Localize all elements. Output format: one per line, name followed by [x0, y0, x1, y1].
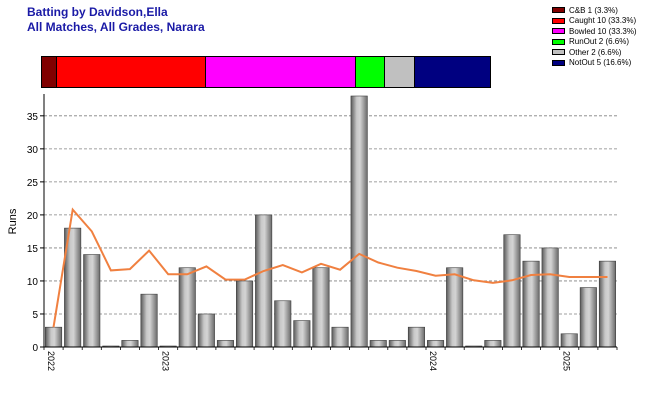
bar [216, 340, 234, 348]
legend-label: Bowled 10 (33.3%) [569, 26, 637, 36]
chart-subtitle: All Matches, All Grades, Narara [27, 20, 205, 34]
legend-swatch [552, 38, 565, 45]
legend-swatch [552, 28, 565, 35]
dismissal-segment [415, 57, 490, 87]
bar [140, 293, 158, 348]
bar [407, 326, 425, 348]
bar [312, 267, 330, 348]
legend-label: C&B 1 (3.3%) [569, 5, 618, 15]
legend-item: Other 2 (6.6%) [552, 47, 637, 58]
chart-title: Batting by Davidson,Ella [27, 5, 168, 19]
legend-swatch [552, 7, 565, 14]
legend-label: Other 2 (6.6%) [569, 47, 622, 57]
dismissal-segment [42, 57, 57, 87]
average-line [52, 207, 608, 328]
bar [598, 260, 616, 348]
y-tick-label: 35 [27, 112, 39, 123]
bar [388, 340, 406, 348]
y-tick-label: 10 [27, 277, 39, 288]
bar [331, 326, 349, 348]
y-axis-label: Runs [7, 208, 19, 234]
x-tick-label: 2023 [161, 351, 171, 371]
bar [274, 300, 292, 348]
legend-item: Caught 10 (33.3%) [552, 16, 637, 27]
dismissal-segment [385, 57, 416, 87]
bar [369, 340, 387, 348]
x-tick-label: 2025 [562, 351, 572, 371]
legend-label: RunOut 2 (6.6%) [569, 37, 630, 47]
bar [45, 326, 63, 348]
bar [446, 267, 464, 348]
bar [293, 320, 311, 348]
legend-swatch [552, 17, 565, 24]
dismissal-stacked-bar [41, 56, 491, 88]
bar [197, 313, 215, 348]
bar [236, 280, 254, 348]
y-tick-label: 15 [27, 244, 39, 255]
legend-item: Bowled 10 (33.3%) [552, 26, 637, 37]
bar [427, 340, 445, 348]
y-tick-label: 20 [27, 211, 39, 222]
legend: C&B 1 (3.3%) Caught 10 (33.3%) Bowled 10 (… [552, 5, 637, 68]
bar [579, 287, 597, 348]
dismissal-segment [355, 57, 386, 87]
dismissal-segment [56, 57, 207, 87]
y-tick-label: 25 [27, 178, 39, 189]
legend-swatch [552, 59, 565, 66]
legend-item: RunOut 2 (6.6%) [552, 37, 637, 48]
bar [255, 214, 273, 348]
y-tick-label: 5 [32, 310, 38, 321]
bar [178, 267, 196, 348]
bar [560, 333, 578, 348]
bar [83, 254, 101, 348]
legend-item: C&B 1 (3.3%) [552, 5, 637, 16]
bar [350, 95, 368, 348]
y-tick-label: 0 [32, 343, 38, 354]
legend-label: Caught 10 (33.3%) [569, 16, 637, 26]
x-tick-label: 2022 [46, 351, 56, 371]
x-tick-label: 2024 [428, 351, 438, 371]
dismissal-segment [206, 57, 356, 87]
bar [541, 247, 559, 348]
bar [503, 234, 521, 348]
bar [484, 340, 502, 348]
legend-label: NotOut 5 (16.6%) [569, 58, 632, 68]
legend-item: NotOut 5 (16.6%) [552, 58, 637, 69]
legend-swatch [552, 49, 565, 56]
y-tick-label: 30 [27, 145, 39, 156]
bar [121, 340, 139, 348]
